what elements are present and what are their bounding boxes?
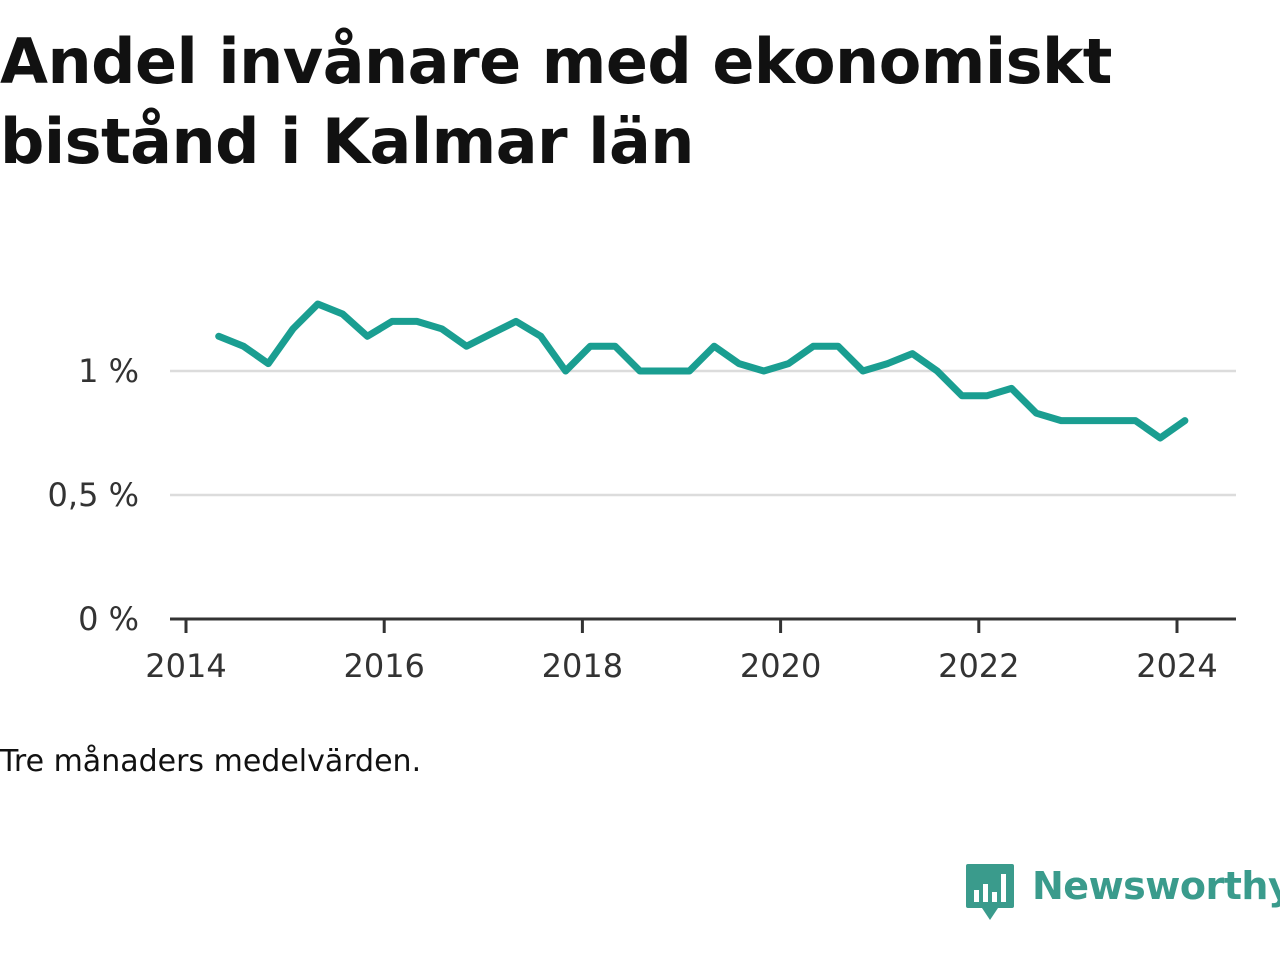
chart-svg: 0 % 0,5 % 1 % 2014 2016 2018 2020 2022 2024 bbox=[48, 300, 1236, 685]
newsworthy-brand: Newsworthy bbox=[964, 862, 1280, 928]
x-tick-label: 2018 bbox=[542, 647, 623, 685]
brand-name: Newsworthy bbox=[1032, 864, 1280, 908]
x-tick-label: 2016 bbox=[343, 647, 424, 685]
x-tick-label: 2014 bbox=[145, 647, 226, 685]
chart-title: Andel invånare med ekonomiskt bistånd i … bbox=[0, 25, 1112, 178]
x-tick-label: 2024 bbox=[1136, 647, 1217, 685]
newsworthy-chart-icon bbox=[966, 864, 1014, 920]
chart-footnote: Tre månaders medelvärden. bbox=[0, 744, 422, 779]
data-series bbox=[215, 300, 1189, 442]
y-tick-label: 0,5 % bbox=[48, 476, 139, 514]
x-tick-label: 2022 bbox=[938, 647, 1019, 685]
y-tick-labels: 0 % 0,5 % 1 % bbox=[48, 352, 139, 638]
grid-lines bbox=[170, 369, 1236, 497]
series-line-0 bbox=[215, 300, 1189, 442]
x-tick-labels: 2014 2016 2018 2020 2022 2024 bbox=[145, 647, 1217, 685]
x-tick-label: 2020 bbox=[740, 647, 821, 685]
x-axis bbox=[170, 617, 1236, 633]
y-tick-label: 1 % bbox=[78, 352, 139, 390]
line-chart: 0 % 0,5 % 1 % 2014 2016 2018 2020 2022 2024 bbox=[0, 240, 1280, 700]
y-tick-label: 0 % bbox=[78, 600, 139, 638]
